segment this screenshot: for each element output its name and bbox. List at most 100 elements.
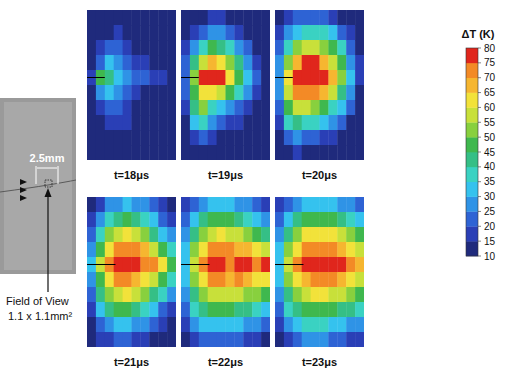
cell <box>302 40 311 55</box>
cell <box>96 40 105 55</box>
crack-line <box>181 77 199 78</box>
cell <box>226 302 235 317</box>
cell <box>208 145 217 160</box>
cell <box>355 212 364 227</box>
cell <box>158 10 167 25</box>
cell <box>284 115 293 130</box>
crack-line <box>181 264 209 265</box>
cell <box>302 115 311 130</box>
cell <box>275 40 284 55</box>
cell <box>190 115 199 130</box>
cell <box>226 55 235 70</box>
cell <box>140 100 149 115</box>
cell <box>346 25 355 40</box>
cell <box>355 272 364 287</box>
cell <box>217 332 226 347</box>
cell <box>114 287 123 302</box>
cell <box>114 272 123 287</box>
cell <box>337 242 346 257</box>
cell <box>87 145 96 160</box>
cell <box>158 227 167 242</box>
cell <box>337 317 346 332</box>
cell <box>158 145 167 160</box>
cell <box>275 130 284 145</box>
cell <box>208 212 217 227</box>
cell <box>132 302 141 317</box>
cell <box>167 10 176 25</box>
cell <box>328 10 337 25</box>
cell <box>355 257 364 272</box>
cell <box>167 85 176 100</box>
cell <box>302 332 311 347</box>
cell <box>337 130 346 145</box>
cell <box>181 287 190 302</box>
cell <box>167 257 176 272</box>
cell <box>87 115 96 130</box>
cell <box>293 55 302 70</box>
cell <box>261 332 270 347</box>
cell <box>293 25 302 40</box>
cell <box>87 287 96 302</box>
cell <box>346 85 355 100</box>
cell <box>311 100 320 115</box>
cell <box>311 85 320 100</box>
cell <box>226 227 235 242</box>
cell <box>243 332 252 347</box>
panel-title: t=21μs <box>114 356 149 368</box>
cell <box>96 145 105 160</box>
cell <box>320 272 329 287</box>
cell <box>190 272 199 287</box>
cell <box>158 70 167 85</box>
cell <box>320 55 329 70</box>
cell <box>243 212 252 227</box>
cell <box>149 145 158 160</box>
cell <box>337 10 346 25</box>
cell <box>346 257 355 272</box>
cell <box>217 272 226 287</box>
cell <box>114 10 123 25</box>
cell <box>217 25 226 40</box>
colorbar-tick <box>478 48 481 49</box>
cell <box>149 212 158 227</box>
cell <box>302 197 311 212</box>
cell <box>311 115 320 130</box>
cell <box>208 55 217 70</box>
cell <box>140 70 149 85</box>
cell <box>261 100 270 115</box>
cell <box>311 302 320 317</box>
cell <box>261 302 270 317</box>
cell <box>87 25 96 40</box>
cell <box>123 70 132 85</box>
cell <box>355 25 364 40</box>
cell <box>234 55 243 70</box>
cell <box>190 25 199 40</box>
colorbar-tick-label: 20 <box>484 221 496 232</box>
cell <box>190 40 199 55</box>
colorbar-tick-label: 75 <box>484 57 496 68</box>
cell <box>217 10 226 25</box>
cell <box>140 227 149 242</box>
cell <box>252 130 261 145</box>
colorbar-band <box>466 107 478 122</box>
cell <box>217 100 226 115</box>
cell <box>311 197 320 212</box>
cell <box>87 130 96 145</box>
cell <box>302 145 311 160</box>
cell <box>328 272 337 287</box>
cell <box>190 55 199 70</box>
colorbar-band <box>466 226 478 241</box>
cell <box>208 197 217 212</box>
cell <box>140 10 149 25</box>
cell <box>311 212 320 227</box>
cell <box>123 332 132 347</box>
cell <box>96 242 105 257</box>
cell <box>320 145 329 160</box>
cell <box>275 85 284 100</box>
cell <box>123 227 132 242</box>
cell <box>114 242 123 257</box>
cell <box>96 55 105 70</box>
cell <box>284 10 293 25</box>
cell <box>284 302 293 317</box>
cell <box>199 25 208 40</box>
cell <box>149 130 158 145</box>
